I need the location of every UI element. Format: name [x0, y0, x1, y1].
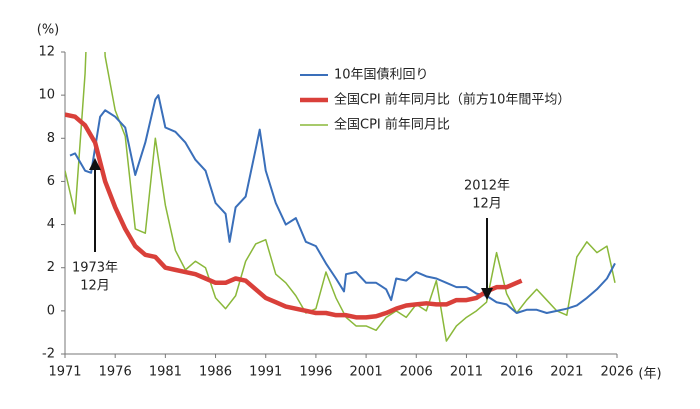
- y-tick-label: 6: [47, 174, 55, 189]
- y-tick-label: 0: [47, 303, 55, 318]
- y-tick-label: 12: [38, 45, 55, 60]
- y-tick-label: 10: [38, 88, 55, 103]
- legend-label: 全国CPI 前年同月比（前方10年間平均）: [334, 92, 570, 108]
- x-tick-label: 1991: [249, 365, 282, 380]
- x-tick-label: 1986: [199, 365, 232, 380]
- x-tick-label: 2026: [600, 365, 633, 380]
- plot-area: [65, 52, 616, 342]
- y-unit: (%): [37, 23, 60, 38]
- x-tick-label: 2016: [500, 365, 533, 380]
- series-line: [65, 112, 523, 320]
- annotation-text: 1973年: [72, 261, 118, 276]
- x-tick-label: 1971: [48, 365, 81, 380]
- x-tick-label: 1976: [99, 365, 132, 380]
- y-tick-label: -2: [42, 347, 55, 362]
- x-tick-label: 2011: [450, 365, 483, 380]
- x-tick-label: 1981: [149, 365, 182, 380]
- x-tick-label: 2006: [400, 365, 433, 380]
- annotation-text: 12月: [80, 279, 110, 294]
- annotation-text: 2012年: [464, 179, 510, 194]
- x-tick-label: 2021: [550, 365, 583, 380]
- y-tick-label: 8: [47, 131, 55, 146]
- series-line: [69, 94, 616, 315]
- x-tick-label: 2001: [350, 365, 383, 380]
- annotation-text: 12月: [472, 197, 502, 212]
- series-line: [65, 52, 616, 342]
- x-tick-label: 1996: [299, 365, 332, 380]
- legend-label: 全国CPI 前年同月比: [334, 117, 450, 133]
- y-tick-label: 4: [47, 217, 55, 232]
- x-unit: (年): [638, 367, 661, 382]
- legend-label: 10年国債利回り: [334, 68, 429, 83]
- y-tick-label: 2: [47, 260, 55, 275]
